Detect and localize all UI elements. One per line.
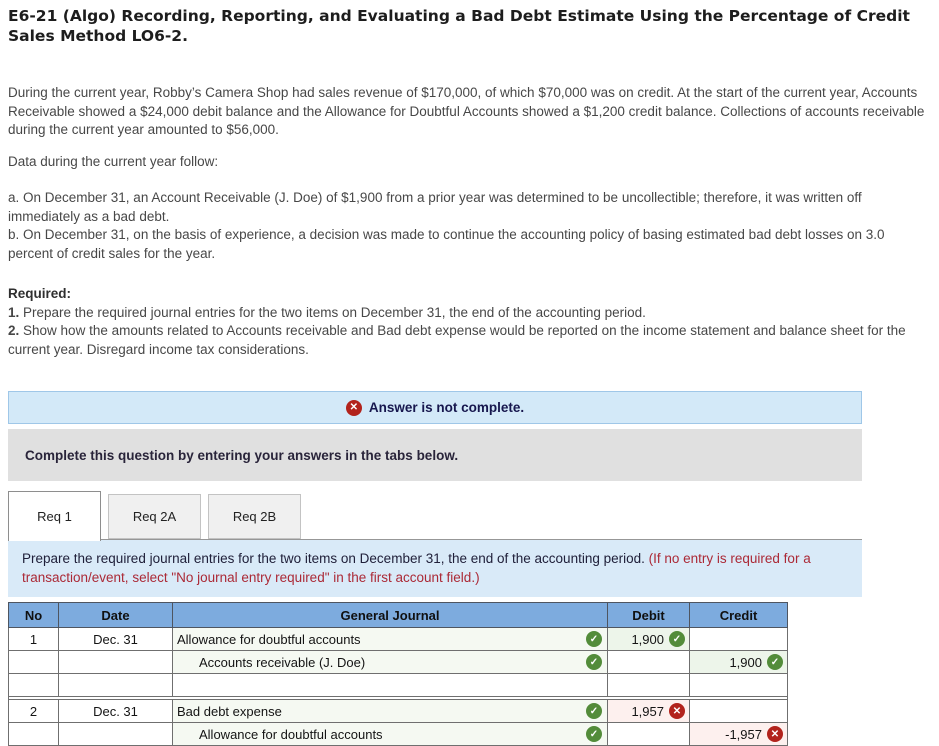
incorrect-x-icon: ✕ bbox=[767, 726, 783, 742]
instruction-panel-text: Complete this question by entering your … bbox=[25, 447, 459, 463]
debit-cell bbox=[607, 722, 690, 746]
row-no-cell: 1 bbox=[8, 627, 59, 651]
amount-value: 1,957 bbox=[631, 703, 664, 719]
account-name: Bad debt expense bbox=[177, 703, 282, 719]
tab-instruction: Prepare the required journal entries for… bbox=[22, 549, 848, 587]
credit-cell bbox=[689, 699, 788, 723]
row-no-cell: 2 bbox=[8, 699, 59, 723]
amount-value: -1,957 bbox=[725, 726, 762, 742]
correct-check-icon: ✓ bbox=[586, 631, 602, 647]
item-b: b. On December 31, on the basis of exper… bbox=[8, 227, 885, 261]
account-name: Accounts receivable (J. Doe) bbox=[199, 654, 366, 670]
account-select-cell[interactable]: Allowance for doubtful accounts ✓ bbox=[172, 627, 608, 651]
account-select-cell[interactable]: Bad debt expense ✓ bbox=[172, 699, 608, 723]
journal-row: 1 Dec. 31 Allowance for doubtful accounts ✓… bbox=[8, 627, 788, 651]
account-name: Allowance for doubtful accounts bbox=[199, 726, 383, 742]
tab-bar: Req 1 Req 2A Req 2B bbox=[8, 491, 930, 541]
correct-check-icon: ✓ bbox=[586, 654, 602, 670]
debit-cell bbox=[607, 650, 690, 674]
tab-instruction-red: (If no entry is required for a transacti… bbox=[22, 551, 811, 585]
requirement-2-number: 2. bbox=[8, 323, 20, 338]
journal-row: Accounts receivable (J. Doe) ✓ 1,900 ✓ bbox=[8, 650, 788, 674]
item-a: a. On December 31, an Account Receivable… bbox=[8, 190, 862, 224]
entry-gap-row bbox=[8, 696, 788, 700]
page-title: E6-21 (Algo) Recording, Reporting, and E… bbox=[8, 7, 910, 45]
journal-row: 2 Dec. 31 Bad debt expense ✓ 1,957 ✕ bbox=[8, 699, 788, 723]
problem-intro: During the current year, Robby’s Camera … bbox=[8, 85, 925, 137]
correct-check-icon: ✓ bbox=[669, 631, 685, 647]
account-select-cell[interactable]: Accounts receivable (J. Doe) ✓ bbox=[172, 650, 608, 674]
tab-req-1[interactable]: Req 1 bbox=[8, 491, 101, 541]
row-date-cell: Dec. 31 bbox=[58, 627, 173, 651]
row-date-cell: Dec. 31 bbox=[58, 699, 173, 723]
row-no-cell bbox=[8, 650, 59, 674]
row-date-cell bbox=[58, 722, 173, 746]
data-line: Data during the current year follow: bbox=[8, 153, 219, 169]
tab-instruction-normal: Prepare the required journal entries for… bbox=[22, 551, 649, 566]
column-header-date: Date bbox=[58, 602, 173, 628]
status-banner-text: Answer is not complete. bbox=[368, 400, 525, 415]
required-section: Required: 1. Prepare the required journa… bbox=[8, 285, 930, 359]
credit-cell bbox=[689, 627, 788, 651]
tab-req-2a[interactable]: Req 2A bbox=[108, 494, 201, 539]
amount-value: 1,900 bbox=[729, 654, 762, 670]
column-header-credit: Credit bbox=[689, 602, 788, 628]
journal-table-body: 1 Dec. 31 Allowance for doubtful accounts ✓… bbox=[8, 627, 788, 746]
requirement-1-text: Prepare the required journal entries for… bbox=[23, 304, 646, 320]
red-x-circle-icon: ✕ bbox=[345, 399, 362, 416]
requirement-1-number: 1. bbox=[8, 304, 20, 320]
row-date-cell bbox=[58, 650, 173, 674]
account-select-cell bbox=[172, 673, 608, 697]
row-date-cell bbox=[58, 673, 173, 697]
column-header-debit: Debit bbox=[607, 602, 690, 628]
data-items: a. On December 31, an Account Receivable… bbox=[8, 189, 930, 263]
requirement-1: 1. Prepare the required journal entries … bbox=[8, 304, 930, 323]
credit-cell[interactable]: -1,957 ✕ bbox=[689, 722, 788, 746]
correct-check-icon: ✓ bbox=[586, 703, 602, 719]
requirement-2: 2. Show how the amounts related to Accou… bbox=[8, 322, 930, 359]
tab-req-2b[interactable]: Req 2B bbox=[208, 494, 301, 539]
column-header-no: No bbox=[8, 602, 59, 628]
column-header-general-journal: General Journal bbox=[172, 602, 608, 628]
journal-header-row: No Date General Journal Debit Credit bbox=[8, 602, 788, 628]
required-label: Required: bbox=[8, 286, 72, 301]
correct-check-icon: ✓ bbox=[767, 654, 783, 670]
credit-cell[interactable]: 1,900 ✓ bbox=[689, 650, 788, 674]
incorrect-x-icon: ✕ bbox=[669, 703, 685, 719]
status-banner: ✕ Answer is not complete. bbox=[8, 391, 862, 424]
tab-content-panel: Prepare the required journal entries for… bbox=[8, 539, 862, 597]
row-no-cell bbox=[8, 722, 59, 746]
entry-gap bbox=[8, 696, 788, 700]
correct-check-icon: ✓ bbox=[586, 726, 602, 742]
debit-cell[interactable]: 1,900 ✓ bbox=[607, 627, 690, 651]
requirement-2-text: Show how the amounts related to Accounts… bbox=[8, 323, 906, 357]
amount-value: 1,900 bbox=[631, 631, 664, 647]
journal-entry-table: No Date General Journal Debit Credit 1 De… bbox=[8, 602, 788, 746]
debit-cell bbox=[607, 673, 690, 697]
credit-cell bbox=[689, 673, 788, 697]
instruction-panel: Complete this question by entering your … bbox=[8, 429, 862, 481]
journal-spacer-row bbox=[8, 673, 788, 697]
row-no-cell bbox=[8, 673, 59, 697]
account-name: Allowance for doubtful accounts bbox=[177, 631, 361, 647]
debit-cell[interactable]: 1,957 ✕ bbox=[607, 699, 690, 723]
account-select-cell[interactable]: Allowance for doubtful accounts ✓ bbox=[172, 722, 608, 746]
journal-row: Allowance for doubtful accounts ✓ -1,957 ✕ bbox=[8, 722, 788, 746]
